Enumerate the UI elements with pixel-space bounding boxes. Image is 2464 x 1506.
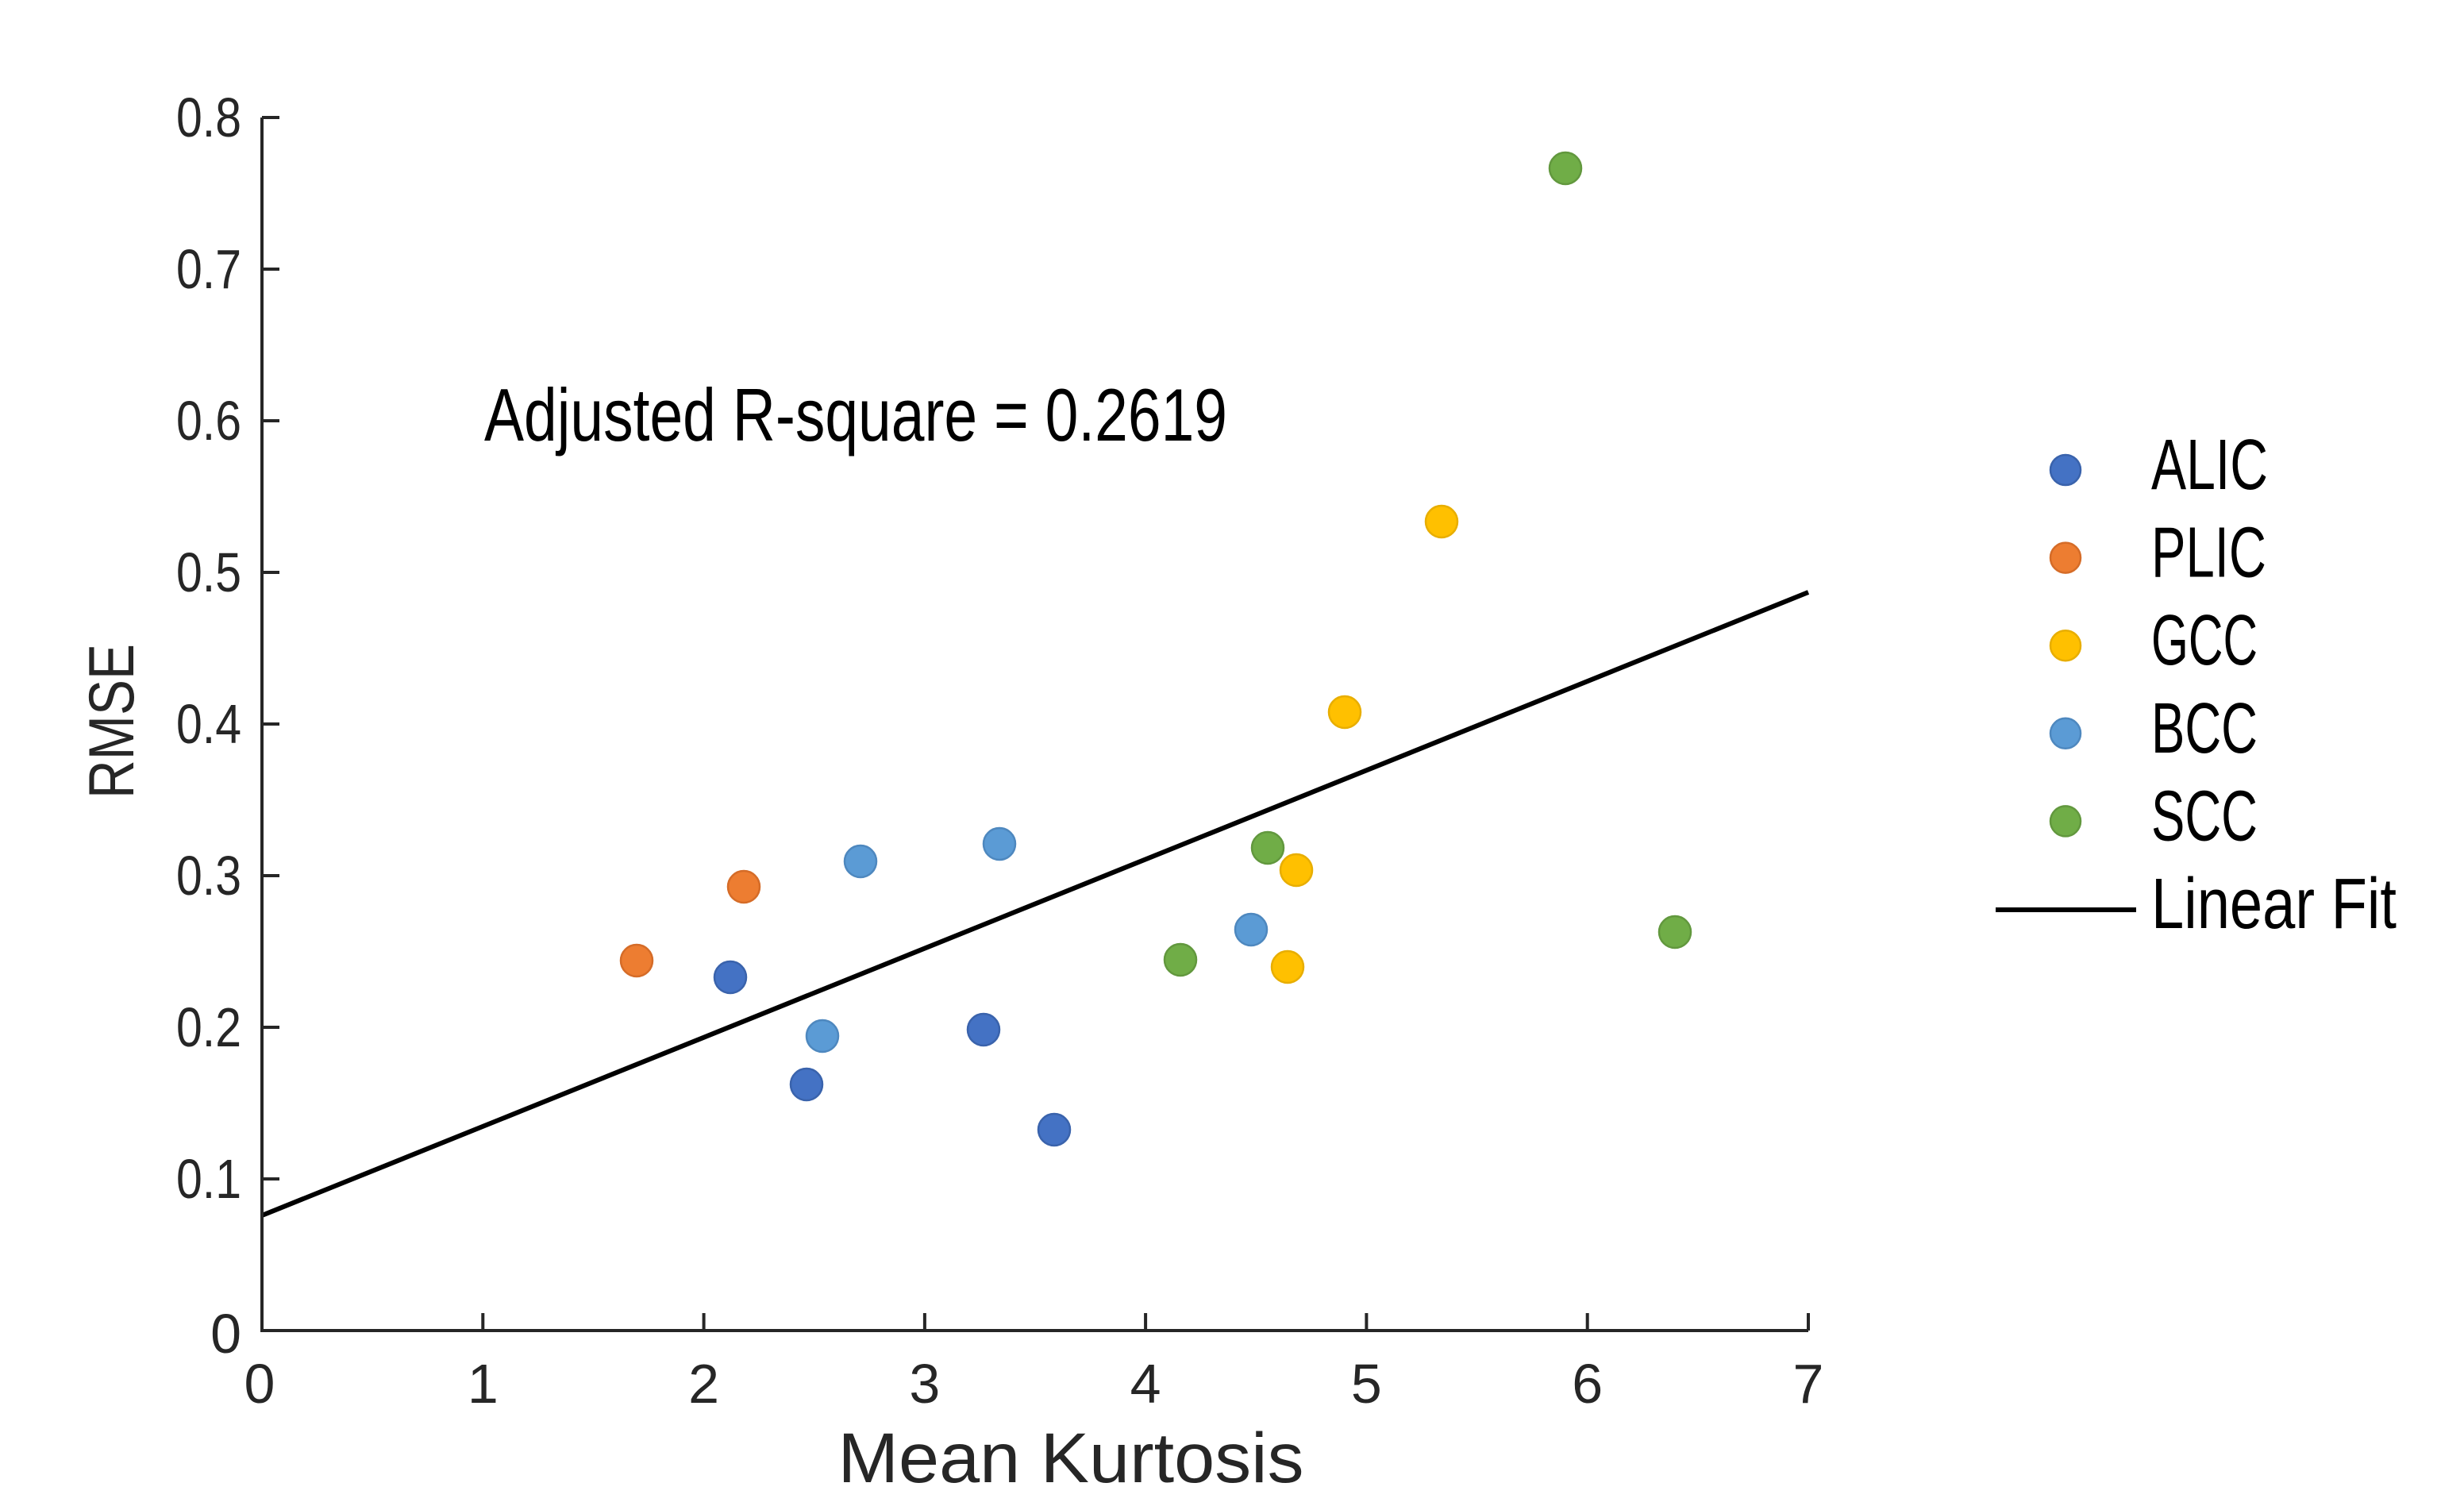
svg-text:0.3: 0.3 bbox=[176, 845, 241, 907]
svg-text:3: 3 bbox=[909, 1353, 940, 1415]
svg-text:RMSE: RMSE bbox=[76, 644, 148, 799]
svg-text:0: 0 bbox=[244, 1353, 275, 1415]
svg-text:SCC: SCC bbox=[2151, 776, 2258, 856]
svg-text:4: 4 bbox=[1130, 1353, 1161, 1415]
svg-text:0.1: 0.1 bbox=[176, 1148, 241, 1210]
svg-text:GCC: GCC bbox=[2151, 601, 2258, 680]
svg-text:ALIC: ALIC bbox=[2151, 426, 2268, 505]
svg-text:PLIC: PLIC bbox=[2151, 514, 2266, 593]
svg-text:1: 1 bbox=[468, 1353, 499, 1415]
svg-text:Adjusted R-square = 0.2619: Adjusted R-square = 0.2619 bbox=[484, 373, 1227, 456]
svg-text:0: 0 bbox=[210, 1303, 241, 1365]
svg-text:0.7: 0.7 bbox=[176, 238, 241, 300]
svg-text:0.6: 0.6 bbox=[176, 390, 241, 452]
svg-text:0.2: 0.2 bbox=[176, 996, 241, 1058]
svg-text:BCC: BCC bbox=[2151, 689, 2258, 768]
svg-text:Linear Fit: Linear Fit bbox=[2151, 865, 2397, 944]
svg-text:7: 7 bbox=[1793, 1353, 1824, 1415]
svg-text:5: 5 bbox=[1351, 1353, 1382, 1415]
svg-text:Mean Kurtosis: Mean Kurtosis bbox=[838, 1418, 1304, 1497]
svg-text:6: 6 bbox=[1572, 1353, 1603, 1415]
svg-text:2: 2 bbox=[688, 1353, 719, 1415]
svg-text:0.8: 0.8 bbox=[176, 87, 241, 148]
svg-text:0.4: 0.4 bbox=[176, 693, 241, 755]
svg-text:0.5: 0.5 bbox=[176, 541, 241, 603]
